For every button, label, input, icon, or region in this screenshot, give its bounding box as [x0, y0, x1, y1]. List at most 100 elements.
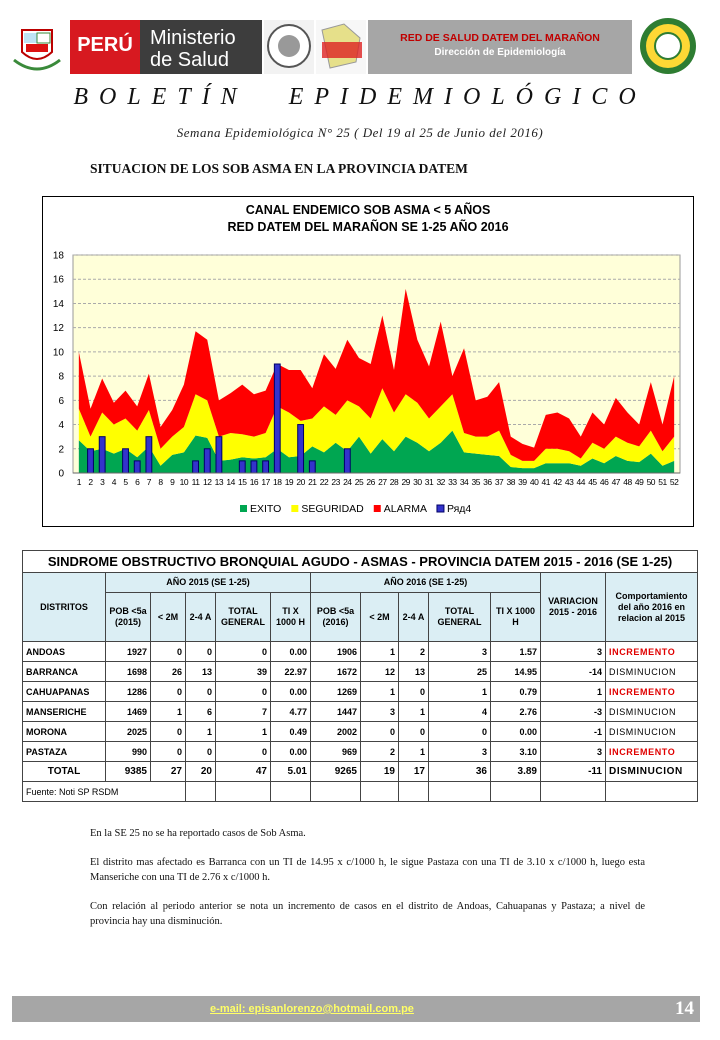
- table-cell: 0.79: [490, 681, 541, 702]
- table-cell: 2.76: [490, 701, 541, 722]
- table-cell: 3: [428, 741, 491, 762]
- paragraph: Con relación al periodo anterior se nota…: [90, 901, 645, 927]
- table-cell: 1906: [310, 641, 361, 662]
- x-tick-label: 7: [147, 477, 152, 487]
- table-cell: < 2M: [360, 592, 399, 642]
- bulletin-title: BOLETÍN EPIDEMIOLÓGICO: [73, 84, 647, 110]
- x-tick-label: 1: [77, 477, 82, 487]
- table-cell: 0.49: [270, 721, 311, 742]
- source-row: Fuente: Noti SP RSDM: [22, 781, 699, 802]
- table-cell: CAHUAPANAS: [22, 681, 106, 702]
- footer-bar: e-mail: episanlorenzo@hotmail.com.pe 14: [12, 996, 700, 1022]
- table-cell: 5.01: [270, 761, 311, 782]
- y-tick-label: 8: [58, 372, 64, 383]
- ministry-line: de Salud: [150, 49, 229, 71]
- table-cell: 1: [360, 641, 399, 662]
- table-cell: 2: [360, 741, 399, 762]
- table-cell: 0: [150, 681, 186, 702]
- bar: [133, 460, 141, 474]
- network-logo: [640, 18, 696, 74]
- table-cell: 0: [150, 721, 186, 742]
- table-cell: -11: [540, 761, 606, 782]
- table-cell: [540, 781, 606, 802]
- chart: CANAL ENDEMICO SOB ASMA < 5 AÑOS RED DAT…: [42, 196, 694, 527]
- table-cell: 27: [150, 761, 186, 782]
- x-tick-label: 50: [647, 477, 656, 487]
- table-cell: [270, 781, 311, 802]
- table-cell: 2002: [310, 721, 361, 742]
- table-cell: 0.00: [490, 721, 541, 742]
- table-cell: POB <5a (2015): [105, 592, 151, 642]
- legend-label: Ряд4: [447, 503, 471, 515]
- legend-swatch: [240, 505, 247, 512]
- x-tick-label: 46: [600, 477, 609, 487]
- x-tick-label: 43: [565, 477, 574, 487]
- table-cell: TOTAL GENERAL: [215, 592, 271, 642]
- table-cell: 0.00: [270, 741, 311, 762]
- table-cell: 22.97: [270, 661, 311, 682]
- table-cell: 36: [428, 761, 491, 782]
- y-tick-label: 18: [53, 251, 65, 262]
- bar: [308, 460, 316, 474]
- bar: [273, 363, 281, 474]
- x-tick-label: 23: [331, 477, 340, 487]
- table-cell: 0.00: [270, 641, 311, 662]
- x-tick-label: 5: [123, 477, 128, 487]
- table-cell: 1672: [310, 661, 361, 682]
- x-tick-label: 19: [285, 477, 294, 487]
- x-tick-label: 24: [343, 477, 352, 487]
- table-cell: 1447: [310, 701, 361, 722]
- table-cell: 1: [185, 721, 216, 742]
- y-tick-label: 4: [58, 420, 64, 431]
- table-cell: 990: [105, 741, 151, 762]
- table-cell: 3: [360, 701, 399, 722]
- x-tick-label: 47: [612, 477, 621, 487]
- table-cell: [215, 781, 271, 802]
- table-cell: 0: [215, 741, 271, 762]
- x-tick-label: 38: [507, 477, 516, 487]
- chart-title: CANAL ENDEMICO SOB ASMA < 5 AÑOS: [246, 202, 491, 217]
- district-row: MANSERICHE 1469 1 6 7 4.77 1447 3 1 4 2.76 -3 DISMIN…: [22, 701, 699, 722]
- table-cell: 12: [360, 661, 399, 682]
- y-tick-label: 10: [53, 347, 65, 358]
- x-tick-label: 13: [215, 477, 224, 487]
- total-row: TOTAL 9385 27 20 47 5.01 9265 19 17 36 3.89 -11 DISM…: [22, 761, 699, 782]
- table-cell: 2: [398, 641, 429, 662]
- x-tick-label: 27: [378, 477, 387, 487]
- table-cell: TOTAL GENERAL: [428, 592, 491, 642]
- page-number: 14: [675, 998, 694, 1019]
- x-tick-label: 22: [320, 477, 329, 487]
- table-cell: -1: [540, 721, 606, 742]
- table-cell: 2-4 A: [185, 592, 216, 642]
- area-2: [78, 288, 675, 461]
- table-cell: 1: [398, 741, 429, 762]
- bar: [98, 436, 106, 474]
- table-cell: 3: [428, 641, 491, 662]
- table-cell: [185, 781, 216, 802]
- legend-swatch: [436, 504, 445, 513]
- area-0: [78, 430, 675, 473]
- brand: PERÚ: [77, 32, 133, 56]
- table-cell: 0: [428, 721, 491, 742]
- table-cell: 9265: [310, 761, 361, 782]
- table-cell: 0: [215, 641, 271, 662]
- table-cell: 0: [185, 681, 216, 702]
- x-tick-label: 31: [425, 477, 434, 487]
- table-cell: DISTRITOS: [22, 572, 106, 642]
- table-cell: INCREMENTO: [604, 681, 699, 702]
- table-cell: INCREMENTO: [604, 741, 699, 762]
- table-cell: BARRANCA: [22, 661, 106, 682]
- x-tick-label: 10: [180, 477, 189, 487]
- table-cell: MORONA: [22, 721, 106, 742]
- body-text: En la SE 25 no se ha reportado casos de …: [90, 826, 645, 943]
- table-cell: DISMINUCION: [604, 661, 699, 682]
- network-box: [368, 20, 632, 74]
- peru-crest: [12, 22, 62, 72]
- legend-swatch: [373, 505, 381, 512]
- paragraph: En la SE 25 no se ha reportado casos de …: [90, 828, 306, 839]
- y-tick-label: 6: [58, 396, 64, 407]
- table-cell: 0: [150, 741, 186, 762]
- x-tick-label: 16: [250, 477, 259, 487]
- x-tick-label: 29: [401, 477, 410, 487]
- epidemiology-logos: [264, 20, 366, 74]
